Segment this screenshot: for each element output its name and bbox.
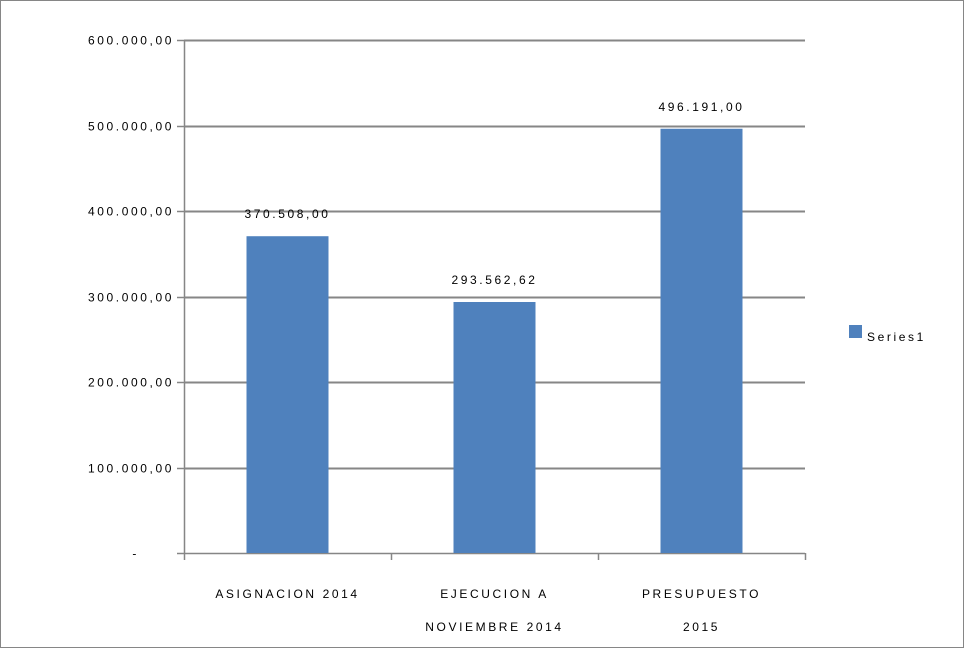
legend-swatch (849, 325, 862, 338)
data-label: 496.191,00 (658, 100, 744, 114)
y-tick-label: 600.000,00 (88, 34, 174, 48)
y-tick-label: 300.000,00 (88, 291, 174, 305)
bar (246, 236, 329, 554)
labels: - 100.000,00 200.000,00 300.000,00 400.000,0… (88, 34, 761, 635)
category-label: EJECUCION A (440, 587, 549, 601)
bar (660, 128, 743, 553)
y-tick-label: - (132, 547, 139, 561)
category-label: ASIGNACION 2014 (215, 587, 359, 601)
y-tick-label: 400.000,00 (88, 205, 174, 219)
data-label: 293.562,62 (451, 273, 537, 287)
legend-label: Series1 (867, 330, 926, 344)
axes (177, 39, 807, 560)
y-tick-label: 500.000,00 (88, 120, 174, 134)
bar (453, 302, 536, 553)
category-label: PRESUPUESTO (642, 587, 761, 601)
legend: Series1 (849, 325, 926, 344)
category-label: NOVIEMBRE 2014 (425, 620, 563, 634)
category-label: 2015 (683, 620, 720, 634)
data-label: 370.508,00 (244, 207, 330, 221)
bars (246, 128, 743, 554)
y-tick-label: 100.000,00 (88, 462, 174, 476)
y-tick-label: 200.000,00 (88, 376, 174, 390)
